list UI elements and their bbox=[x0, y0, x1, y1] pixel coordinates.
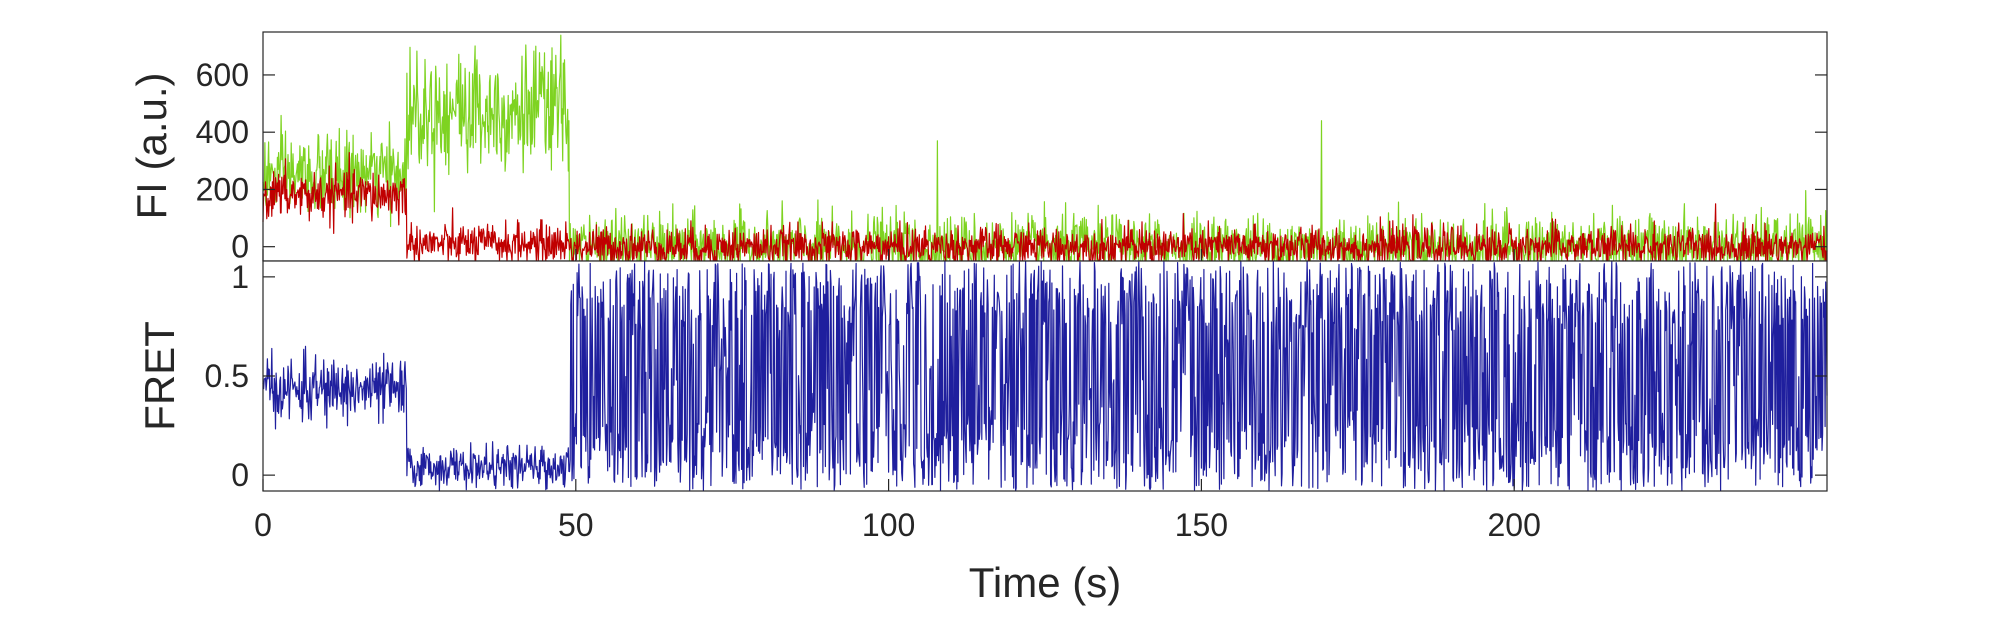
x-tick-label: 150 bbox=[1175, 507, 1228, 543]
series-line-1-0 bbox=[262, 260, 1828, 492]
y-tick-label: 600 bbox=[196, 57, 249, 93]
x-tick-label: 50 bbox=[558, 507, 594, 543]
x-tick-label: 100 bbox=[862, 507, 915, 543]
x-tick-label: 0 bbox=[254, 507, 272, 543]
y-tick-label: 400 bbox=[196, 114, 249, 150]
y-tick-label: 200 bbox=[196, 171, 249, 207]
y-tick-label: 0 bbox=[231, 457, 249, 493]
series-line-0-0 bbox=[262, 34, 1828, 262]
time-x-axis-title: Time (s) bbox=[969, 559, 1121, 606]
fret-panel: 00.51 0 50 100 150 200 FRET Time (s) bbox=[136, 259, 1828, 606]
fret-traces bbox=[262, 260, 1828, 492]
fret-y-ticks: 00.51 bbox=[205, 259, 1827, 493]
time-x-ticks: 0 50 100 150 200 bbox=[254, 479, 1541, 543]
x-tick-label: 200 bbox=[1488, 507, 1541, 543]
fluorescence-traces bbox=[262, 34, 1828, 262]
fluorescence-y-axis-title: FI (a.u.) bbox=[128, 72, 175, 219]
fluorescence-y-ticks: 0 200 400 600 bbox=[196, 57, 1827, 265]
y-tick-label: 1 bbox=[231, 259, 249, 295]
series-line-0-1 bbox=[262, 152, 1828, 262]
fret-y-axis-title: FRET bbox=[136, 321, 183, 431]
y-tick-label: 0 bbox=[231, 229, 249, 265]
fluorescence-panel: 0 200 400 600 FI (a.u.) bbox=[128, 31, 1828, 265]
y-tick-label: 0.5 bbox=[205, 358, 249, 394]
